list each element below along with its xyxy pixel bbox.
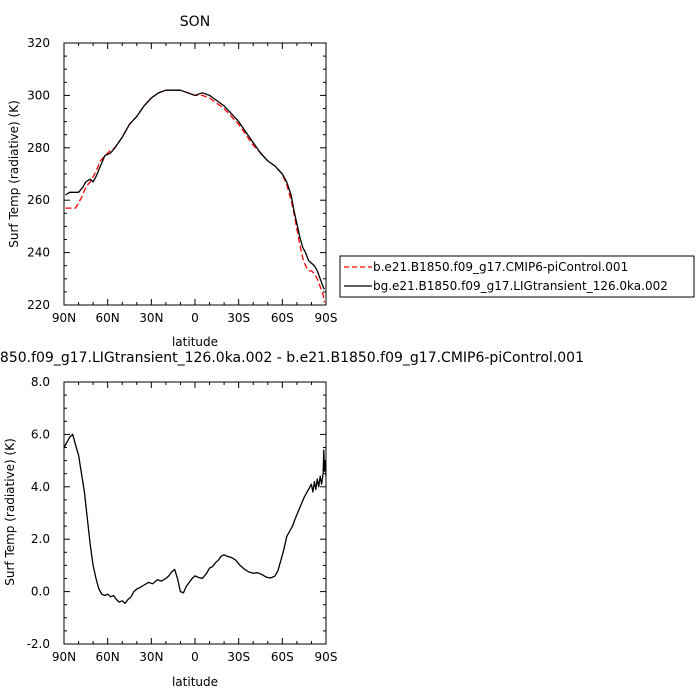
x-tick-label: 60S [271,311,294,325]
series-line-0 [63,433,327,605]
x-tick-label: 60N [96,650,120,664]
y-tick-label: 2.0 [31,532,50,546]
legend-label-0: b.e21.B1850.f09_g17.CMIP6-piControl.001 [373,260,628,274]
y-ticks: -2.0 0.0 2.0 4.0 6.0 8.0 [27,375,326,651]
y-axis-label: Surf Temp (radiative) (K) [7,100,21,248]
bottom-panel: bg.e21.B1850.f09_g17.LIGtransient_126.0k… [0,350,584,689]
y-tick-label: 220 [27,298,50,312]
x-axis-label: latitude [172,675,218,689]
x-ticks: 90N 60N 30N 0 30S 60S 90S [52,43,338,325]
x-tick-label: 30S [227,650,250,664]
x-tick-label: 30N [139,311,163,325]
x-tick-label: 30N [139,650,163,664]
y-tick-label: 320 [27,36,50,50]
legend-label-1: bg.e21.B1850.f09_g17.LIGtransient_126.0k… [373,279,668,293]
series-line-1 [65,89,326,290]
x-tick-label: 0 [191,311,199,325]
plot-series [65,89,326,303]
x-tick-label: 30S [227,311,250,325]
y-tick-label: 6.0 [31,427,50,441]
y-tick-label: 260 [27,193,50,207]
series-line-0 [65,89,326,303]
legend: b.e21.B1850.f09_g17.CMIP6-piControl.001 … [339,255,695,298]
x-tick-label: 90S [315,650,338,664]
y-tick-label: 0.0 [31,585,50,599]
plot-frame [63,42,327,306]
x-tick-label: 60S [271,650,294,664]
x-tick-label: 90S [315,311,338,325]
y-tick-label: 240 [27,246,50,260]
y-axis-label: Surf Temp (radiative) (K) [3,438,17,586]
y-tick-label: 300 [27,88,50,102]
x-tick-label: 0 [191,650,199,664]
chart-title: bg.e21.B1850.f09_g17.LIGtransient_126.0k… [0,350,584,366]
x-ticks: 90N 60N 30N 0 30S 60S 90S [52,382,338,664]
y-tick-label: -2.0 [27,637,50,651]
top-panel: SON Surf Temp (radiative) (K) latitude 9… [7,14,337,349]
y-tick-label: 4.0 [31,480,50,494]
plot-frame [63,381,327,645]
legend-box [339,255,695,298]
y-tick-label: 8.0 [31,375,50,389]
x-axis-label: latitude [172,335,218,349]
y-ticks: 220 240 260 280 300 320 [27,36,326,312]
x-tick-label: 90N [52,311,76,325]
plot-series [63,433,327,605]
y-tick-label: 280 [27,141,50,155]
chart-title: SON [180,14,210,30]
x-tick-label: 90N [52,650,76,664]
x-tick-label: 60N [96,311,120,325]
